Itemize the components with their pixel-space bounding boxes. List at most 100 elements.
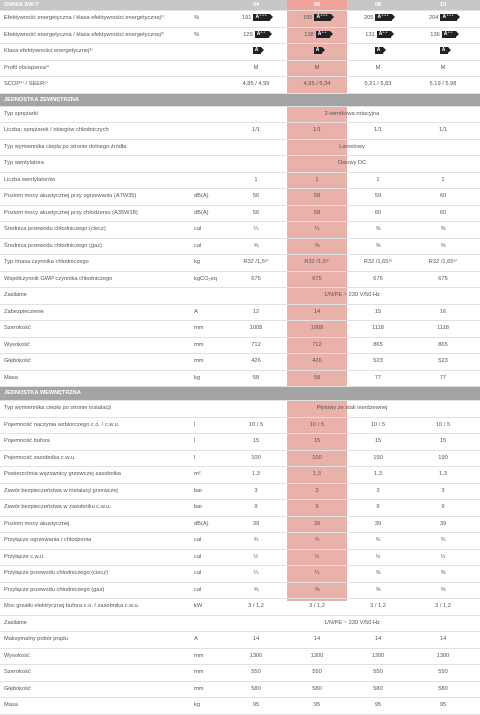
cell-value: 550 — [438, 669, 448, 675]
value-cell: 712 — [287, 338, 347, 354]
table-row: SCOP⁴⁾ / SEER⁵⁾ 4,85 / 4,99 4,95 / 5,34 5,2… — [0, 77, 480, 94]
value-cell: 131 A⁺⁺ — [348, 28, 408, 44]
value-cell: ¼ — [287, 566, 347, 582]
value-cell: 60 — [413, 189, 473, 205]
value-cell: 3 — [226, 484, 286, 500]
table-row: Poziom mocy akustycznej przy chłodzeniu … — [0, 206, 480, 222]
cell-value: 9 — [376, 504, 380, 510]
cell-value: ⅝ — [440, 242, 446, 249]
cell-value: 10 / 5 — [309, 421, 325, 428]
row-unit: m² — [194, 471, 201, 477]
cell-value: ⅝ — [253, 242, 259, 249]
value-cell: R32 /1,5⁶⁾ — [287, 255, 347, 271]
cell-value: 1/1 — [439, 127, 447, 133]
value-cell: 14 — [348, 632, 408, 648]
table-row: Poziom mocy akustycznej przy ogrzewaniu … — [0, 189, 480, 206]
value-cell: 4,85 / 4,99 — [226, 77, 286, 93]
row-label: Przyłącze przewodu chłodniczego (ciecz) — [4, 570, 108, 576]
cell-value: 3 — [441, 487, 445, 494]
cell-value: 3 — [376, 487, 380, 494]
value-cell: 523 — [413, 354, 473, 370]
cell-value: ½ — [375, 553, 381, 560]
model-06-header: 06 — [287, 0, 347, 10]
value-cell: ⅝ — [348, 239, 408, 255]
cell-value: ⅝ — [314, 242, 320, 249]
value-cell: A — [226, 44, 286, 60]
value-cell: 426 — [287, 354, 347, 370]
cell-value: 1 — [315, 176, 319, 183]
cell-value: 60 — [374, 209, 382, 216]
cell-value: 1,3 — [374, 471, 382, 477]
row-label: Efektywność energetyczna / klasa efektyw… — [4, 31, 165, 38]
cell-value: 77 — [439, 374, 447, 381]
cell-value: 1 — [376, 176, 380, 183]
value-cell: A — [287, 44, 347, 60]
cell-value: 3 — [315, 487, 319, 494]
row-label: Głębokość — [4, 685, 31, 692]
table-row: Szerokość mm 1008 1008 1118 1118 — [0, 321, 480, 338]
value-cell: 1/1 — [287, 123, 347, 139]
indoor-section-header: JEDNOSTKA WEWNĘTRZNA — [0, 387, 480, 401]
row-label: Moc grzałki elektrycznej bufora c.o. / z… — [4, 603, 140, 609]
cell-value: 580 — [438, 685, 448, 692]
value-cell: ⅜ — [413, 222, 473, 238]
value-cell: 129 A⁺⁺ — [226, 28, 286, 44]
table-row: Zawór bezpieczeństwa w instalacji grzewc… — [0, 484, 480, 500]
cell-value: 426 — [251, 358, 261, 364]
row-unit: l — [194, 454, 196, 461]
cell-value: M — [440, 64, 446, 71]
value-cell: 191 A⁺⁺⁺ — [226, 11, 286, 27]
row-shared-value: Płytowy ze stali nierdzewnej — [316, 405, 388, 411]
cell-value: 550 — [312, 669, 322, 675]
table-row: Głębokość mm 580 580 580 580 — [0, 682, 480, 698]
value-cell: M — [226, 61, 286, 77]
cell-value: 1/1 — [374, 127, 382, 133]
value-cell: 9 — [287, 500, 347, 516]
table-row: Zasilanie 1/N/PE ~ 230 V/50 Hz — [0, 288, 480, 305]
cell-value: 1/1 — [313, 127, 321, 133]
cell-value: 1008 — [249, 325, 263, 331]
value-cell: 550 — [413, 665, 473, 681]
row-label: Poziom mocy akustycznej przy ogrzewaniu … — [4, 193, 137, 199]
cell-value: 100 — [251, 454, 261, 461]
cell-value: 3 / 1,2 — [309, 603, 325, 609]
cell-value: ¾ — [314, 537, 320, 543]
value-cell: 9 — [348, 500, 408, 516]
cell-value: 138 — [304, 31, 314, 38]
table-row: Profil obciążenia³⁾ M M M M — [0, 61, 480, 77]
value-cell: 675 — [287, 272, 347, 288]
value-cell: 205 A⁺⁺⁺ — [348, 11, 408, 27]
value-cell: 14 — [287, 632, 347, 648]
cell-value: 1,3 — [313, 471, 321, 477]
energy-class-badge: A⁺⁺ — [315, 30, 333, 38]
row-label: Efektywność energetyczna / klasa efektyw… — [4, 15, 165, 21]
value-cell: 204 A⁺⁺⁺ — [413, 11, 473, 27]
row-label: Średnica przewodu chłodniczego (gaz) — [4, 242, 103, 249]
cell-value: 580 — [251, 685, 261, 692]
table-row: Przyłącze przewodu chłodniczego (ciecz) c… — [0, 566, 480, 583]
cell-value: 95 — [252, 702, 260, 708]
value-cell: 580 — [226, 682, 286, 698]
row-label: Profil obciążenia³⁾ — [4, 64, 50, 71]
table-row: Maksymalny pobór prądu A 14 14 14 14 — [0, 632, 480, 649]
value-cell: 1 — [348, 173, 408, 189]
cell-value: 675 — [373, 275, 383, 282]
value-cell: 3 / 1,2 — [413, 599, 473, 615]
value-cell: 3 / 1,2 — [226, 599, 286, 615]
value-cell: 195 A⁺⁺⁺ — [287, 11, 347, 27]
value-cell: 675 — [226, 272, 286, 288]
table-row: Średnica przewodu chłodniczego (gaz) cal ⅝… — [0, 239, 480, 255]
row-unit: mm — [194, 358, 204, 364]
value-cell: 1,3 — [287, 467, 347, 483]
value-cell: 5,19 / 5,98 — [413, 77, 473, 93]
value-cell: 95 — [287, 698, 347, 714]
value-cell: 190 — [348, 451, 408, 467]
value-cell: 95 — [348, 698, 408, 714]
value-cell: 550 — [287, 665, 347, 681]
value-cell: 10 / 5 — [413, 418, 473, 434]
cell-value: ⅜ — [375, 570, 381, 576]
value-cell: M — [413, 61, 473, 77]
value-cell: 9 — [226, 500, 286, 516]
value-cell: 865 — [413, 338, 473, 354]
value-cell: 1300 — [226, 649, 286, 665]
